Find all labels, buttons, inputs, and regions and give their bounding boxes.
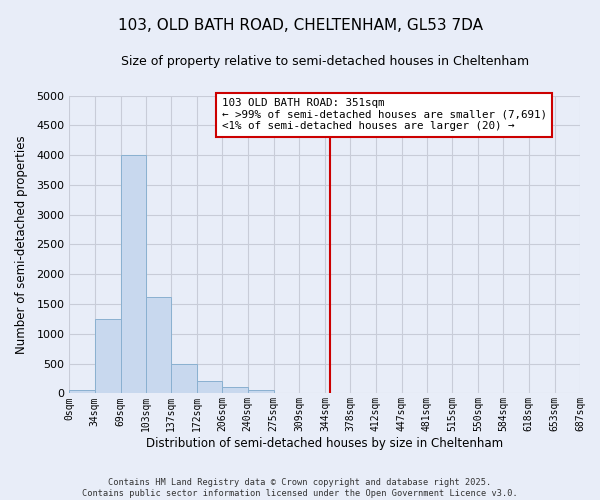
Bar — [146, 297, 171, 394]
Bar — [274, 393, 299, 394]
Bar — [121, 155, 146, 394]
Title: Size of property relative to semi-detached houses in Cheltenham: Size of property relative to semi-detach… — [121, 55, 529, 68]
Bar — [248, 390, 274, 394]
Text: 103, OLD BATH ROAD, CHELTENHAM, GL53 7DA: 103, OLD BATH ROAD, CHELTENHAM, GL53 7DA — [118, 18, 482, 32]
Bar — [70, 390, 95, 394]
Bar — [171, 364, 197, 394]
Bar — [95, 319, 121, 394]
Bar — [197, 380, 223, 394]
Bar — [223, 387, 248, 394]
X-axis label: Distribution of semi-detached houses by size in Cheltenham: Distribution of semi-detached houses by … — [146, 437, 503, 450]
Text: Contains HM Land Registry data © Crown copyright and database right 2025.
Contai: Contains HM Land Registry data © Crown c… — [82, 478, 518, 498]
Text: 103 OLD BATH ROAD: 351sqm
← >99% of semi-detached houses are smaller (7,691)
<1%: 103 OLD BATH ROAD: 351sqm ← >99% of semi… — [222, 98, 547, 131]
Y-axis label: Number of semi-detached properties: Number of semi-detached properties — [15, 135, 28, 354]
